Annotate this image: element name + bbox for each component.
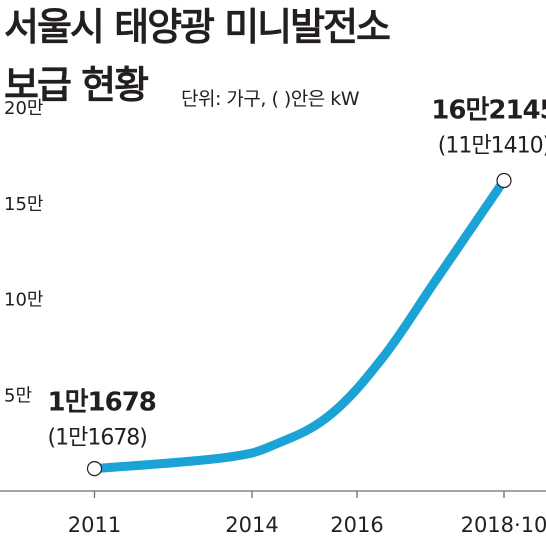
x-tick-label: 2016 (330, 513, 383, 537)
x-tick-label: 2018·10 (461, 513, 546, 537)
chart-title-line1: 서울시 태양광 미니발전소 (4, 5, 391, 49)
series-line (90, 175, 509, 474)
data-label-kw: (1만1678) (48, 426, 147, 451)
y-tick-label: 15만 (4, 194, 43, 215)
chart-title-line2: 보급 현황 (4, 63, 149, 107)
y-tick-label: 5만 (4, 385, 32, 406)
unit-note: 단위: 가구, ( )안은 kW (181, 88, 360, 110)
data-label-households: 16만2145 (431, 95, 546, 125)
x-tick-label: 2014 (225, 513, 278, 537)
x-tick-label: 2011 (68, 513, 121, 537)
data-point-marker (496, 172, 512, 189)
data-point-marker (86, 461, 103, 477)
data-label-households: 1만1678 (48, 388, 156, 418)
y-tick-label: 10만 (4, 290, 43, 311)
y-tick-label: 20만 (4, 98, 43, 119)
data-label-kw: (11만1410) (438, 133, 546, 158)
